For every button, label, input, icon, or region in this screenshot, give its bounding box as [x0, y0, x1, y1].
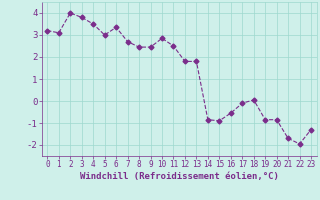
X-axis label: Windchill (Refroidissement éolien,°C): Windchill (Refroidissement éolien,°C)	[80, 172, 279, 181]
